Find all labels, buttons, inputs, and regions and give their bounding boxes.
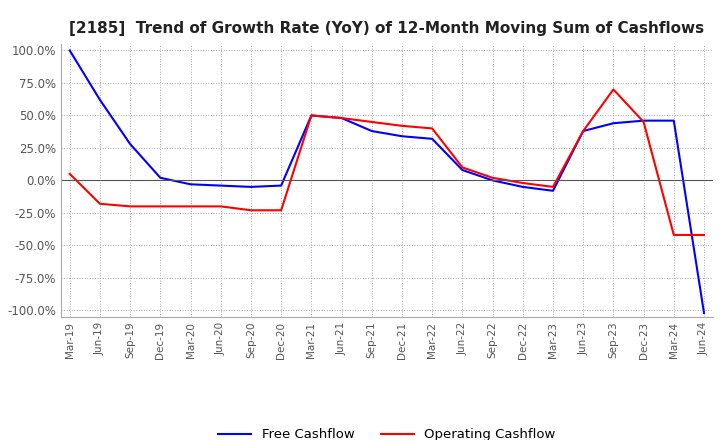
Operating Cashflow [337,115,346,121]
Free Cashflow [186,182,195,187]
Free Cashflow [670,118,678,123]
Operating Cashflow [217,204,225,209]
Operating Cashflow [428,126,436,131]
Title: [2185]  Trend of Growth Rate (YoY) of 12-Month Moving Sum of Cashflows: [2185] Trend of Growth Rate (YoY) of 12-… [69,21,704,36]
Free Cashflow [609,121,618,126]
Operating Cashflow [609,87,618,92]
Operating Cashflow [307,113,315,118]
Operating Cashflow [488,175,497,180]
Free Cashflow [458,167,467,172]
Free Cashflow [428,136,436,142]
Operating Cashflow [276,208,285,213]
Operating Cashflow [700,232,708,238]
Free Cashflow [700,310,708,315]
Line: Free Cashflow: Free Cashflow [70,51,704,313]
Operating Cashflow [126,204,135,209]
Free Cashflow [579,128,588,134]
Free Cashflow [156,175,165,180]
Operating Cashflow [670,232,678,238]
Operating Cashflow [579,128,588,134]
Free Cashflow [276,183,285,188]
Operating Cashflow [458,165,467,170]
Operating Cashflow [156,204,165,209]
Free Cashflow [337,115,346,121]
Free Cashflow [247,184,256,190]
Free Cashflow [66,48,74,53]
Operating Cashflow [96,201,104,206]
Free Cashflow [488,178,497,183]
Legend: Free Cashflow, Operating Cashflow: Free Cashflow, Operating Cashflow [213,423,561,440]
Free Cashflow [518,184,527,190]
Operating Cashflow [186,204,195,209]
Free Cashflow [126,141,135,147]
Operating Cashflow [639,119,648,125]
Operating Cashflow [367,119,376,125]
Free Cashflow [549,188,557,194]
Operating Cashflow [247,208,256,213]
Operating Cashflow [397,123,406,128]
Free Cashflow [217,183,225,188]
Operating Cashflow [549,184,557,190]
Free Cashflow [397,134,406,139]
Free Cashflow [639,118,648,123]
Line: Operating Cashflow: Operating Cashflow [70,89,704,235]
Operating Cashflow [518,180,527,186]
Operating Cashflow [66,171,74,176]
Free Cashflow [96,97,104,103]
Free Cashflow [307,113,315,118]
Free Cashflow [367,128,376,134]
